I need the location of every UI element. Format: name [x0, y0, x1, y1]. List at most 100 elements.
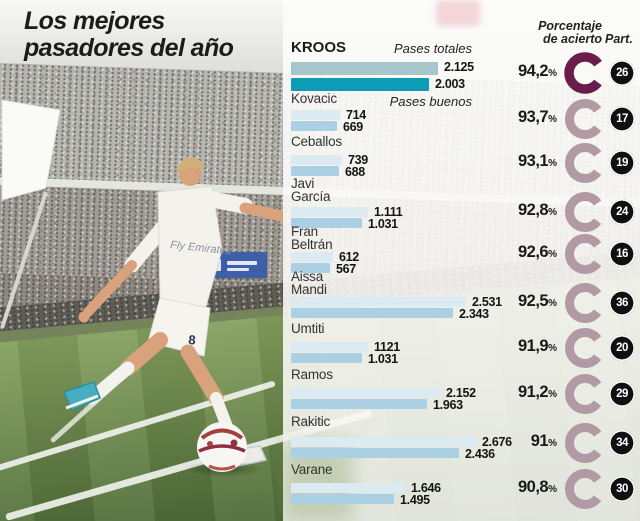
participation-badge: 19 — [609, 150, 635, 176]
accuracy-number: 92,6 — [517, 243, 549, 261]
background-scoreboard-blob — [436, 0, 480, 26]
total-passes-bar — [291, 110, 340, 120]
player-left-thigh — [120, 332, 168, 376]
good-passes-bar — [291, 353, 362, 363]
total-passes-bar — [291, 483, 405, 493]
percent-symbol: % — [548, 249, 557, 260]
accuracy-number: 92,5 — [517, 292, 549, 310]
accuracy-value: 92,6% — [433, 243, 557, 262]
participation-badge: 34 — [609, 430, 635, 456]
player-name: Kovacic — [291, 91, 337, 106]
good-passes-value: 2.003 — [435, 77, 465, 91]
accuracy-value: 92,8% — [433, 201, 557, 220]
accuracy-header: Porcentaje de acierto — [473, 20, 602, 46]
accuracy-donut-icon — [564, 233, 606, 280]
accuracy-donut-icon — [564, 373, 606, 420]
participation-badge: 16 — [609, 241, 635, 267]
total-passes-bar — [291, 62, 438, 75]
accuracy-header-line2: de acierto — [542, 32, 602, 46]
legend-total-passes: Pases totales — [393, 41, 472, 56]
total-passes-value: 612 — [339, 250, 359, 264]
participation-badge: 24 — [609, 199, 635, 225]
good-passes-bar — [291, 263, 330, 273]
good-passes-value: 688 — [345, 165, 365, 179]
good-passes-value: 1.031 — [368, 352, 398, 366]
participation-badge: 26 — [609, 60, 635, 86]
total-passes-value: 2.676 — [482, 435, 512, 449]
good-passes-value: 567 — [336, 262, 356, 276]
percent-symbol: % — [548, 207, 557, 218]
accuracy-number: 93,1 — [517, 152, 549, 170]
accuracy-number: 90,8 — [517, 478, 549, 496]
good-passes-value: 2.343 — [459, 307, 489, 321]
good-passes-bar — [291, 218, 362, 228]
player-jersey — [157, 185, 223, 311]
total-passes-bar — [291, 342, 368, 352]
accuracy-donut-icon — [564, 327, 606, 374]
accuracy-donut-icon — [564, 422, 606, 469]
good-passes-value: 1.031 — [368, 217, 398, 231]
good-passes-value: 669 — [343, 120, 363, 134]
player-name: Ramos — [291, 367, 333, 382]
accuracy-donut-icon — [564, 98, 606, 145]
good-passes-bar — [291, 121, 337, 131]
title-line-2: pasadores del año — [24, 34, 234, 62]
legend-good-passes: Pases buenos — [389, 94, 472, 109]
total-passes-bar — [291, 388, 440, 398]
total-passes-bar — [291, 437, 476, 447]
accuracy-value: 94,2% — [433, 62, 557, 81]
player-left-cleat — [62, 381, 101, 411]
good-passes-bar — [291, 308, 453, 318]
percent-symbol: % — [548, 68, 557, 79]
accuracy-donut-icon — [564, 282, 606, 329]
good-passes-bar — [291, 399, 427, 409]
good-passes-value: 1.963 — [433, 398, 463, 412]
percent-symbol: % — [548, 389, 557, 400]
good-passes-bar — [291, 494, 394, 504]
accuracy-value: 93,7% — [433, 108, 557, 127]
accuracy-value: 90,8% — [433, 478, 557, 497]
participation-badge: 30 — [609, 476, 635, 502]
total-passes-value: 1.111 — [374, 205, 403, 219]
accuracy-number: 91 — [530, 432, 549, 450]
participation-badge: 20 — [609, 335, 635, 361]
total-passes-bar — [291, 155, 342, 165]
player-left-hand — [78, 311, 90, 323]
chart-panel: Porcentaje de acierto Part. Pases totale… — [283, 0, 640, 521]
player-right-thigh — [180, 344, 224, 406]
player-kroos: Fly Emirates 8 — [62, 157, 291, 467]
total-passes-value: 2.125 — [444, 60, 474, 74]
accuracy-number: 91,2 — [517, 383, 549, 401]
title-line-1: Los mejores — [24, 7, 165, 35]
match-ball — [197, 422, 247, 472]
accuracy-value: 91,2% — [433, 383, 557, 402]
accuracy-donut-icon — [564, 191, 606, 238]
player-left-arm — [83, 260, 137, 317]
accuracy-value: 92,5% — [433, 292, 557, 311]
participation-header: Part. — [605, 32, 633, 46]
accuracy-number: 94,2 — [517, 62, 549, 80]
participation-badge: 36 — [609, 290, 635, 316]
player-name: Fran Beltrán — [291, 224, 333, 252]
accuracy-value: 91,9% — [433, 337, 557, 356]
good-passes-bar — [291, 448, 459, 458]
player-name: Aissa Mandi — [291, 269, 327, 297]
percent-symbol: % — [548, 298, 557, 309]
accuracy-donut-icon — [564, 142, 606, 189]
page-title: Los mejores pasadores del año — [24, 7, 234, 62]
accuracy-value: 91% — [433, 432, 557, 451]
player-name: Rakitic — [291, 414, 331, 429]
total-passes-value: 2.531 — [472, 295, 502, 309]
shirt-number: 8 — [188, 332, 197, 348]
player-name: KROOS — [291, 39, 347, 56]
player-name: Ceballos — [291, 134, 342, 149]
total-passes-value: 1121 — [374, 340, 400, 354]
accuracy-header-line1: Porcentaje — [538, 19, 602, 33]
good-passes-value: 2.436 — [465, 447, 495, 461]
total-passes-bar — [291, 297, 466, 307]
good-passes-bar — [291, 166, 339, 176]
corner-flag — [0, 99, 61, 329]
player-name: Javi García — [291, 176, 331, 204]
percent-symbol: % — [548, 114, 557, 125]
